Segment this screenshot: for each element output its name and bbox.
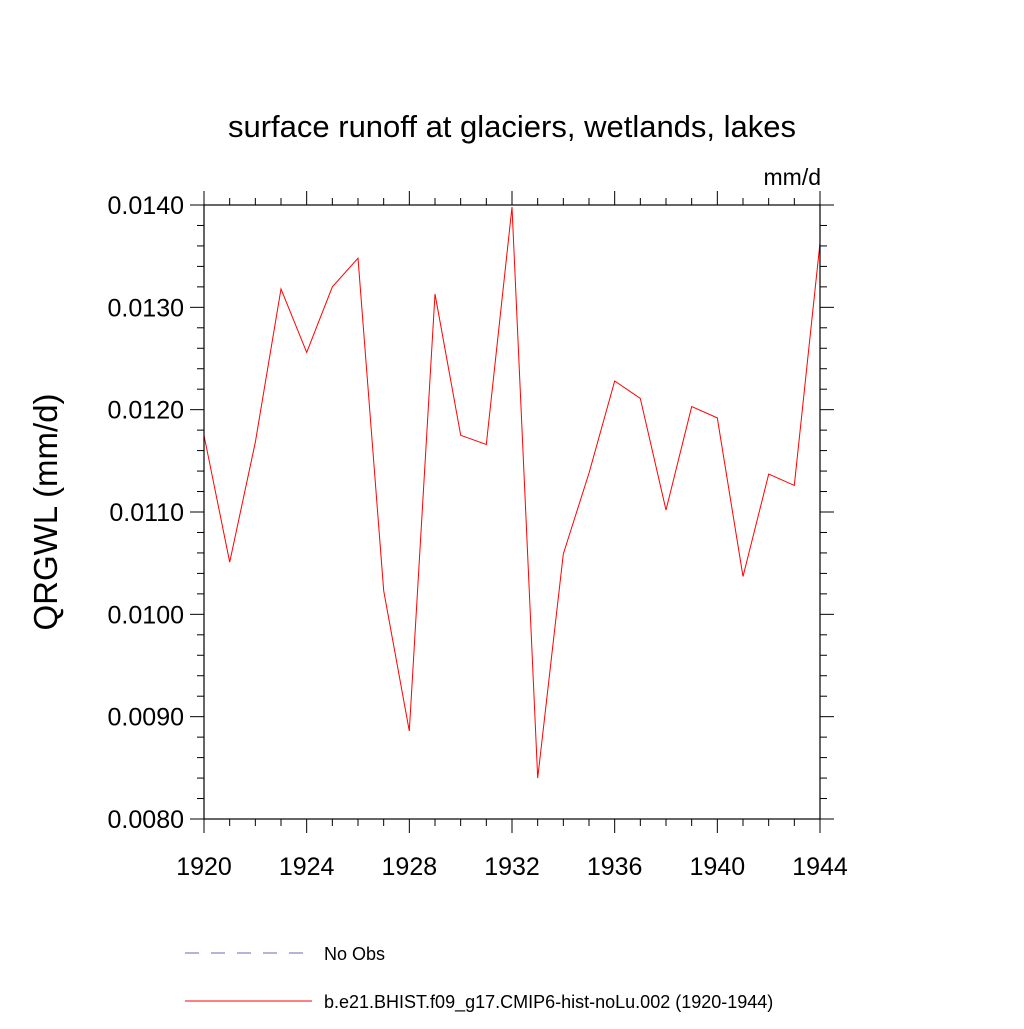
x-tick-label: 1944: [792, 853, 848, 881]
plot-series: [203, 206, 821, 779]
series-line: [203, 206, 821, 779]
x-tick-label: 1932: [484, 853, 540, 881]
legend-label: b.e21.BHIST.f09_g17.CMIP6-hist-noLu.002 …: [324, 992, 773, 1013]
units-label: mm/d: [764, 164, 822, 190]
y-tick-label: 0.0100: [108, 601, 184, 629]
y-axis-label: QRGWL (mm/d): [27, 393, 64, 630]
y-tick-label: 0.0090: [108, 704, 184, 732]
y-tick-label: 0.0130: [108, 294, 184, 322]
axis-ticks: 1920 1924 1928 1932 1936 1940 1944 0.0080 0.0090…: [108, 191, 848, 881]
y-tick-label: 0.0110: [109, 499, 184, 527]
chart-title: surface runoff at glaciers, wetlands, la…: [228, 109, 796, 144]
x-tick-label: 1936: [587, 853, 643, 881]
plot-frame: [203, 204, 821, 820]
y-tick-label: 0.0140: [108, 192, 184, 220]
x-tick-label: 1924: [279, 853, 335, 881]
x-tick-label: 1940: [690, 853, 746, 881]
legend-label: No Obs: [324, 944, 385, 964]
y-tick-label: 0.0080: [108, 806, 184, 834]
y-tick-label: 0.0120: [108, 397, 184, 425]
legend: No Obs b.e21.BHIST.f09_g17.CMIP6-hist-noL…: [185, 944, 773, 1013]
x-tick-label: 1928: [382, 853, 438, 881]
x-tick-label: 1920: [176, 853, 232, 881]
